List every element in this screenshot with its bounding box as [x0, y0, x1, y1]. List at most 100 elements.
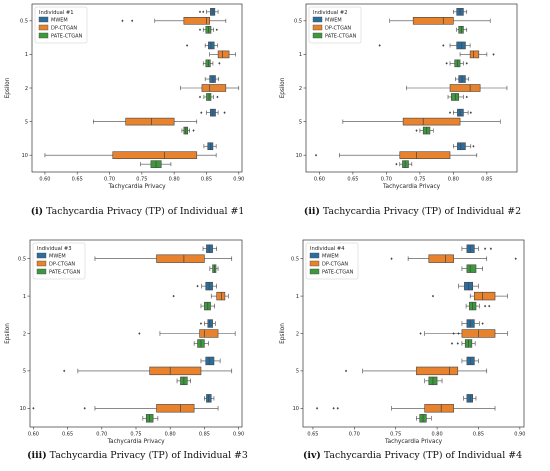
y-tick-label: 10 — [20, 406, 26, 412]
outlier-point — [32, 407, 35, 410]
box-iqr — [201, 84, 227, 92]
box-pate-ctgan-eps-1 — [465, 301, 491, 311]
legend-swatch — [312, 16, 323, 23]
x-tick-label: 0.65 — [347, 177, 358, 183]
x-tick-label: 0.80 — [432, 432, 443, 438]
y-tick-label: 10 — [296, 153, 302, 159]
box-iqr — [149, 366, 202, 376]
outlier-point — [456, 342, 459, 345]
box-iqr — [205, 356, 215, 366]
outlier-point — [442, 44, 445, 47]
box-iqr — [424, 404, 454, 413]
box-iqr — [466, 319, 475, 328]
x-tick-label: 0.70 — [104, 177, 115, 183]
box-iqr — [183, 17, 210, 25]
legend-swatch — [309, 260, 320, 267]
box-iqr — [457, 142, 466, 151]
legend-entry: DP-CTGAN — [325, 26, 351, 32]
box-dp-ctgan-eps-5 — [93, 117, 198, 126]
box-dp-ctgan-eps-1 — [459, 50, 495, 59]
box-mwem-eps-1 — [185, 41, 218, 50]
outlier-point — [448, 111, 452, 114]
y-tick-label: 5 — [299, 119, 302, 125]
box-mwem-eps-1 — [196, 281, 217, 291]
x-axis-label: Tachycardia Privacy — [106, 439, 165, 445]
box-mwem-eps-1 — [458, 281, 479, 291]
legend-entry: MWEM — [325, 18, 342, 24]
box-dp-ctgan-eps-5 — [344, 366, 488, 376]
box-mwem-eps-0.5 — [198, 8, 219, 16]
legend-entry: MWEM — [51, 18, 68, 24]
outlier-point — [457, 332, 460, 335]
outlier-point — [344, 369, 348, 373]
x-tick-label: 0.75 — [130, 432, 141, 438]
x-tick-label: 0.75 — [390, 432, 401, 438]
outlier-point — [218, 62, 221, 65]
x-tick-label: 0.85 — [481, 177, 492, 183]
box-pate-ctgan-eps-5 — [424, 376, 443, 386]
outlier-point — [223, 111, 226, 114]
y-axis-label: Epsilon — [5, 77, 11, 98]
x-tick-label: 0.65 — [72, 177, 83, 183]
legend: Individual #2 MWEM DP-CTGAN PATE-CTGAN — [308, 6, 362, 44]
x-tick-label: 0.90 — [514, 432, 525, 438]
y-tick-label: 1 — [296, 294, 299, 300]
outlier-point — [492, 53, 495, 56]
legend-title: Individual #4 — [310, 246, 345, 252]
outlier-point — [83, 407, 86, 410]
box-dp-ctgan-eps-1 — [172, 291, 229, 301]
legend-title: Individual #1 — [39, 10, 74, 16]
box-pate-ctgan-eps-2 — [193, 339, 209, 348]
outlier-point — [514, 257, 517, 260]
box-iqr — [466, 356, 475, 366]
y-tick-label: 2 — [296, 331, 299, 337]
y-tick-label: 5 — [296, 369, 299, 375]
box-iqr — [466, 394, 473, 403]
x-tick-label: 0.70 — [349, 432, 360, 438]
outlier-point — [172, 294, 175, 298]
box-iqr — [466, 244, 475, 253]
box-dp-ctgan-eps-0.5 — [390, 254, 517, 263]
outlier-point — [452, 332, 455, 335]
legend-swatch — [312, 32, 323, 39]
y-tick-label: 2 — [25, 86, 28, 92]
legend: Individual #1 MWEM DP-CTGAN PATE-CTGAN — [34, 6, 88, 44]
x-tick-label: 0.90 — [233, 177, 244, 183]
legend-title: Individual #2 — [313, 10, 348, 16]
outlier-point — [131, 19, 134, 23]
x-tick-label: 0.60 — [314, 177, 325, 183]
x-tick-label: 0.85 — [473, 432, 484, 438]
box-mwem-eps-2 — [461, 319, 484, 328]
y-tick-label: 0.5 — [20, 19, 28, 25]
outlier-point — [431, 294, 435, 298]
box-pate-ctgan-eps-5 — [415, 126, 434, 135]
legend-swatch — [309, 268, 320, 275]
legend: Individual #4 MWEM DP-CTGAN PATE-CTGAN — [305, 242, 359, 280]
box-dp-ctgan-eps-1 — [431, 291, 508, 301]
y-tick-label: 0.5 — [18, 257, 26, 263]
x-tick-label: 0.80 — [165, 432, 176, 438]
box-iqr — [474, 291, 496, 301]
outlier-point — [196, 284, 199, 288]
outlier-point — [198, 10, 202, 14]
box-pate-ctgan-eps-0.5 — [209, 264, 219, 273]
outlier-point — [192, 129, 195, 132]
y-tick-label: 1 — [25, 52, 28, 58]
box-iqr — [416, 366, 459, 376]
outlier-point — [332, 407, 335, 410]
box-dp-ctgan-eps-0.5 — [121, 17, 227, 25]
y-tick-label: 2 — [299, 86, 302, 92]
outlier-point — [199, 322, 203, 325]
legend-entry: PATE-CTGAN — [49, 270, 81, 276]
caption-2: (ii) Tachycardia Privacy (TP) of Individ… — [303, 206, 522, 217]
x-axis-label: Tachycardia Privacy — [384, 439, 443, 445]
boxplot-chart-2: 0.5 1 2 5 10 0.60 0.65 0.70 0.75 0.80 0.85 Tachycar… — [280, 3, 518, 190]
outlier-point — [215, 28, 218, 32]
box-iqr — [428, 254, 454, 263]
legend-swatch — [36, 260, 47, 267]
x-tick-label: 0.85 — [201, 177, 212, 183]
box-dp-ctgan-eps-10 — [315, 404, 496, 413]
y-tick-label: 10 — [22, 153, 28, 159]
x-tick-label: 0.70 — [381, 177, 392, 183]
box-dp-ctgan-eps-10 — [314, 151, 478, 159]
